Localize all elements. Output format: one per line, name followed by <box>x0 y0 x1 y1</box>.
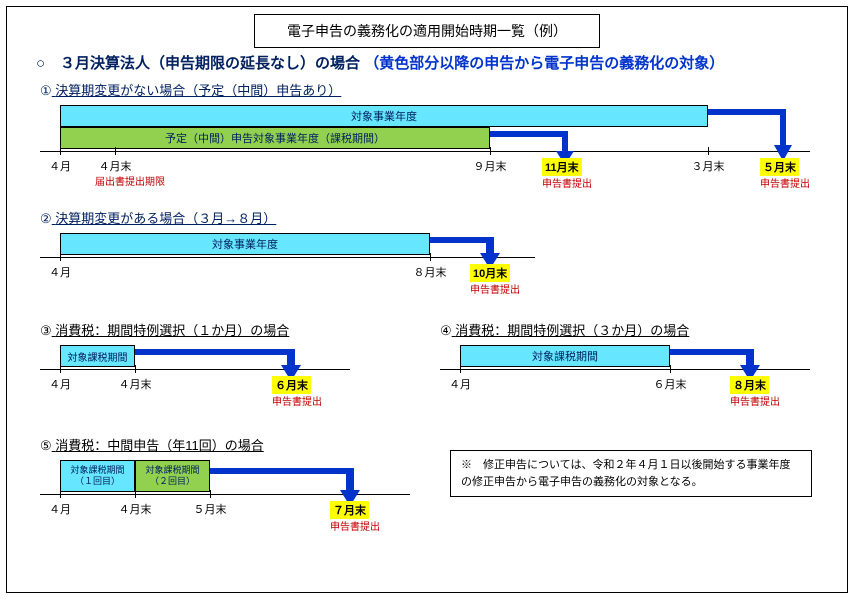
s4-cyan-bar: 対象課税期間 <box>460 345 670 367</box>
section-2: ② 決算期変更がある場合（３月→８月） 対象事業年度 ４月 ８月末 10月末 申… <box>40 208 540 306</box>
s5-red: 申告書提出 <box>330 518 380 533</box>
s1-axis <box>40 151 810 152</box>
sec2-num: ② <box>40 211 52 227</box>
section-1-title: ① 決算期変更がない場合（予定（中間）申告あり） <box>40 80 820 99</box>
main-heading-text: ○ ３月決算法人（申告期限の延長なし）の場合 <box>36 55 360 72</box>
s1-red1: 申告書提出 <box>542 175 592 190</box>
s4-tick0: ４月 <box>449 376 471 392</box>
s5-y: ７月末 <box>330 501 369 519</box>
s2-cyan-bar: 対象事業年度 <box>60 233 430 255</box>
s1-cyan-bar: 対象事業年度 <box>60 105 708 127</box>
section-5-title: ⑤ 消費税：中間申告（年11回）の場合 <box>40 435 440 454</box>
sec1-title-text: 決算期変更がない場合（予定（中間）申告あり） <box>55 83 341 98</box>
page-title: 電子申告の義務化の適用開始時期一覧（例） <box>254 14 600 48</box>
s5-tick1: ４月末 <box>119 501 152 517</box>
s5-cyan-bar1: 対象課税期間 （１回目） <box>60 460 135 492</box>
s1-green-bar: 予定（中間）申告対象事業年度（課税期間） <box>60 127 490 149</box>
tick <box>60 253 61 261</box>
sec4-num: ④ <box>440 323 452 339</box>
s1-red2: 申告書提出 <box>760 175 810 190</box>
section-2-title: ② 決算期変更がある場合（３月→８月） <box>40 208 540 227</box>
note-box: ※ 修正申告については、令和２年４月１日以後開始する事業年度の修正申告から電子申… <box>450 450 812 497</box>
sec3-num: ③ <box>40 323 52 339</box>
main-heading-blue: （黄色部分以降の申告から電子申告の義務化の対象） <box>364 55 724 72</box>
s3-cyan-bar: 対象課税期間 <box>60 345 135 367</box>
s1-y2: ５月末 <box>760 158 799 176</box>
tick <box>115 147 116 155</box>
section-5-chart: 対象課税期間 （１回目） 対象課税期間 （２回目） ４月 ４月末 ５月末 ７月末… <box>40 458 440 538</box>
tick <box>60 490 61 498</box>
section-1: ① 決算期変更がない場合（予定（中間）申告あり） 対象事業年度 予定（中間）申告… <box>40 80 820 203</box>
sec5-num: ⑤ <box>40 438 52 454</box>
s1-y1: 11月末 <box>542 158 582 176</box>
s4-y: ８月末 <box>730 376 769 394</box>
tick <box>460 365 461 373</box>
section-4-chart: 対象課税期間 ４月 ６月末 ８月末 申告書提出 <box>440 343 820 418</box>
section-4-title: ④ 消費税：期間特例選択（３か月）の場合 <box>440 320 820 339</box>
s3-red: 申告書提出 <box>272 393 322 408</box>
section-3-chart: 対象課税期間 ４月 ４月末 ６月末 申告書提出 <box>40 343 410 418</box>
s5-green-bar: 対象課税期間 （２回目） <box>135 460 210 492</box>
s5-tick0: ４月 <box>49 501 71 517</box>
section-3: ③ 消費税：期間特例選択（１か月）の場合 対象課税期間 ４月 ４月末 ６月末 申… <box>40 320 410 418</box>
sec4-title-text: 消費税：期間特例選択（３か月）の場合 <box>455 323 689 338</box>
sec3-title-text: 消費税：期間特例選択（１か月）の場合 <box>55 323 289 338</box>
s3-tick0: ４月 <box>49 376 71 392</box>
sec1-num: ① <box>40 83 52 99</box>
sec2-title-text: 決算期変更がある場合（３月→８月） <box>55 211 276 226</box>
s4-red: 申告書提出 <box>730 393 780 408</box>
tick <box>60 147 61 155</box>
s3-y: ６月末 <box>272 376 311 394</box>
main-heading: ○ ３月決算法人（申告期限の延長なし）の場合 （黄色部分以降の申告から電子申告の… <box>36 52 724 73</box>
section-3-title: ③ 消費税：期間特例選択（１か月）の場合 <box>40 320 410 339</box>
s2-tick0: ４月 <box>49 264 71 280</box>
section-5: ⑤ 消費税：中間申告（年11回）の場合 対象課税期間 （１回目） 対象課税期間 … <box>40 435 440 538</box>
section-2-chart: 対象事業年度 ４月 ８月末 10月末 申告書提出 <box>40 231 540 306</box>
s1-tick0: ４月 <box>49 158 71 174</box>
tick <box>60 365 61 373</box>
s1-red-small: 届出書提出期限 <box>95 173 165 188</box>
tick <box>135 490 136 498</box>
s2-red: 申告書提出 <box>470 281 520 296</box>
s1-arrow2 <box>708 105 798 165</box>
s2-y: 10月末 <box>470 264 510 282</box>
section-4: ④ 消費税：期間特例選択（３か月）の場合 対象課税期間 ４月 ６月末 ８月末 申… <box>440 320 820 418</box>
section-1-chart: 対象事業年度 予定（中間）申告対象事業年度（課税期間） ４月 ４月末 ９月末 ３… <box>40 103 820 203</box>
sec5-title-text: 消費税：中間申告（年11回）の場合 <box>55 438 264 453</box>
s1-tick1: ４月末 <box>99 158 132 174</box>
